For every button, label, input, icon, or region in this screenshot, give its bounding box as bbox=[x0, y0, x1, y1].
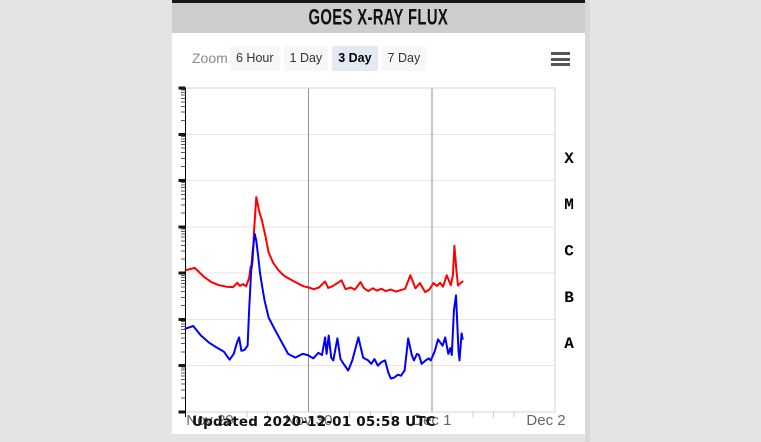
x-axis-label-dec-1: Dec 1 bbox=[412, 412, 451, 429]
range-button-6-hour[interactable]: 6 Hour bbox=[230, 46, 280, 71]
flux-class-label-b: B bbox=[564, 289, 574, 307]
hamburger-icon bbox=[551, 63, 570, 66]
chart-card: Nov 29 Nov 30 Dec 1 Dec 2 X M C B A Zoom 6 Hour 1… bbox=[172, 33, 585, 434]
hamburger-icon bbox=[551, 57, 570, 61]
x-axis-label-nov-29: Nov 29 bbox=[186, 412, 234, 429]
flux-class-label-m: M bbox=[564, 196, 574, 214]
range-buttons: 6 Hour 1 Day 3 Day 7 Day bbox=[230, 46, 427, 71]
range-button-1-day[interactable]: 1 Day bbox=[283, 46, 329, 71]
column-shadow bbox=[585, 0, 590, 442]
flux-class-label-c: C bbox=[564, 243, 574, 261]
xray-flux-chart[interactable]: Nov 29 Nov 30 Dec 1 Dec 2 X M C B A bbox=[172, 33, 585, 434]
x-axis-label-dec-2: Dec 2 bbox=[526, 412, 565, 429]
red-flux-line bbox=[184, 196, 464, 294]
page-title: GOES X-RAY FLUX bbox=[308, 5, 449, 31]
blue-flux-line bbox=[184, 233, 464, 380]
export-menu-button[interactable] bbox=[551, 52, 570, 66]
updated-timestamp: Updated 2020-12-01 05:58 UTC bbox=[192, 414, 436, 430]
zoom-label: Zoom bbox=[192, 50, 228, 66]
flux-class-label-a: A bbox=[564, 335, 574, 353]
header-bar: GOES X-RAY FLUX bbox=[172, 3, 585, 33]
range-button-3-day[interactable]: 3 Day bbox=[332, 46, 378, 71]
range-button-7-day[interactable]: 7 Day bbox=[381, 46, 427, 71]
hamburger-icon bbox=[551, 52, 570, 55]
flux-class-label-x: X bbox=[564, 150, 574, 168]
x-axis-label-nov-30: Nov 30 bbox=[285, 412, 333, 429]
range-selector-toolbar: Zoom 6 Hour 1 Day 3 Day 7 Day bbox=[172, 33, 585, 77]
top-strip bbox=[172, 0, 585, 3]
content-column: GOES X-RAY FLUX Nov 29 Nov 30 Dec 1 Dec 2 X M… bbox=[172, 0, 585, 442]
